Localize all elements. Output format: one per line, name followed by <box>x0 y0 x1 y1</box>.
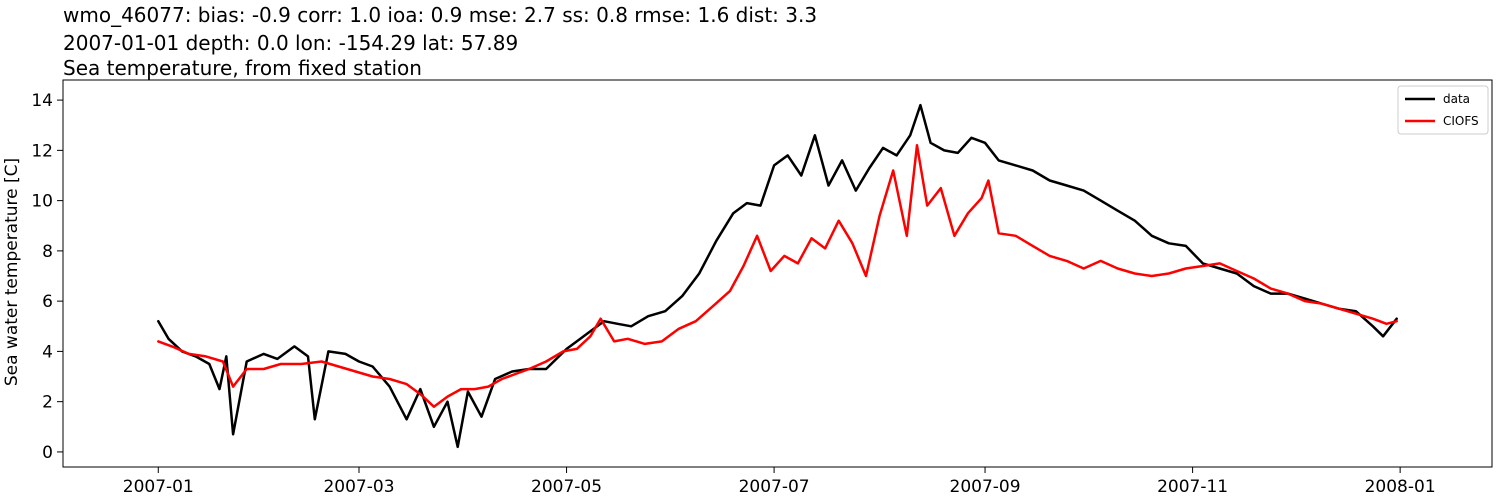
y-tick-label: 6 <box>42 292 53 312</box>
y-tick-label: 14 <box>31 91 53 111</box>
axes-layer: 2007-01 2007-03 2007-05 2007-07 2007-09 2007-… <box>31 91 1435 497</box>
title-line-3: Sea temperature, from fixed station <box>63 56 422 80</box>
x-tick-label: 2007-07 <box>739 477 810 497</box>
y-tick-label: 12 <box>31 141 53 161</box>
x-tick-label: 2008-01 <box>1365 477 1436 497</box>
legend: data CIOFS <box>1397 85 1489 135</box>
plot-area <box>62 79 1493 468</box>
series-line-ciofs <box>157 144 1398 408</box>
legend-label-data: data <box>1443 92 1470 106</box>
x-tick-label: 2007-09 <box>950 477 1021 497</box>
x-tick-label: 2007-01 <box>123 477 194 497</box>
x-tick-label: 2007-11 <box>1157 477 1228 497</box>
y-tick-label: 0 <box>42 443 53 463</box>
title-line-2: 2007-01-01 depth: 0.0 lon: -154.29 lat: … <box>63 31 518 55</box>
y-tick-label: 4 <box>42 342 53 362</box>
y-tick-label: 10 <box>31 192 53 212</box>
x-tick-label: 2007-05 <box>531 477 602 497</box>
series-line-data <box>157 103 1398 449</box>
title-line-1: wmo_46077: bias: -0.9 corr: 1.0 ioa: 0.9… <box>63 3 817 27</box>
y-tick-label: 8 <box>42 242 53 262</box>
plot-frame <box>62 79 1493 468</box>
y-axis-label: Sea water temperature [C] <box>2 158 22 386</box>
legend-label-ciofs: CIOFS <box>1443 114 1479 128</box>
y-tick-label: 2 <box>42 393 53 413</box>
x-tick-label: 2007-03 <box>323 477 394 497</box>
series-layer <box>157 103 1398 449</box>
chart-title: wmo_46077: bias: -0.9 corr: 1.0 ioa: 0.9… <box>63 3 817 80</box>
